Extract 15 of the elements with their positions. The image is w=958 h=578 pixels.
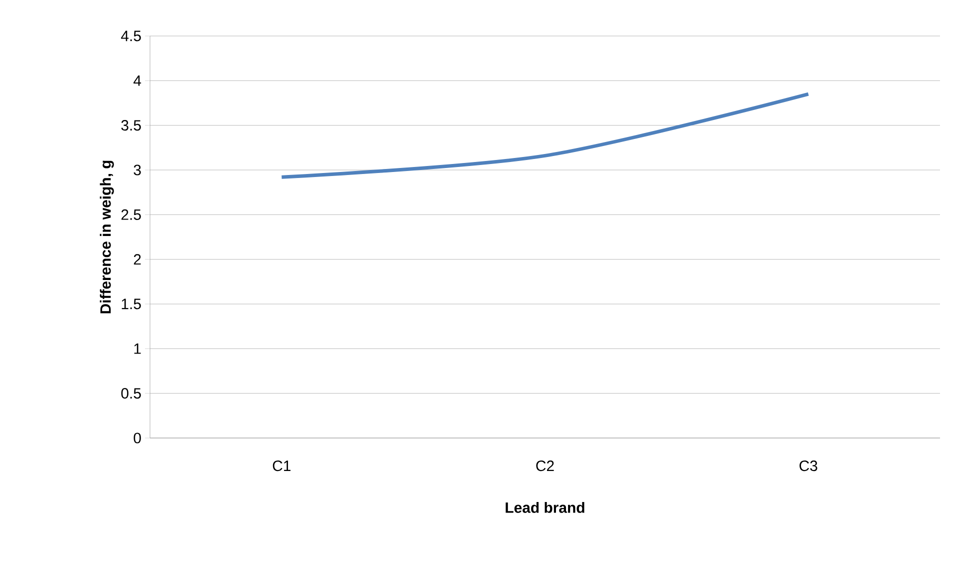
x-tick-label: C2 (536, 460, 554, 472)
y-tick-label: 2.5 (121, 209, 141, 220)
x-axis-title: Lead brand (506, 502, 584, 513)
x-tick-label: C3 (800, 460, 818, 472)
y-tick-label: 4.5 (121, 30, 141, 42)
y-tick-label: 4 (134, 76, 142, 86)
y-tick-label: 1.5 (122, 298, 141, 310)
y-tick-label: 0.5 (121, 388, 141, 399)
x-tick-label: C1 (272, 460, 290, 472)
y-tick-label: 0 (134, 432, 141, 444)
y-tick-label: 2 (134, 254, 141, 265)
y-axis-title: Difference in weigh, g (100, 160, 114, 314)
y-tick-label: 1 (134, 344, 141, 354)
y-tick-label: 3.5 (121, 120, 141, 131)
y-tick-label: 3 (134, 164, 141, 176)
